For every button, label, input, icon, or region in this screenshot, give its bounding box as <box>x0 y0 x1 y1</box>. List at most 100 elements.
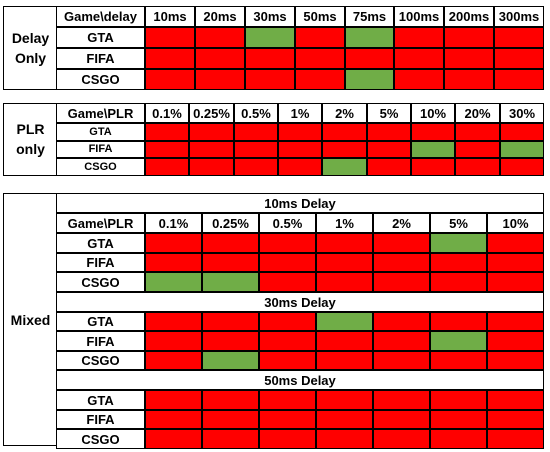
plr-only-result-bad <box>367 141 411 158</box>
plr-only-result-good <box>322 158 367 176</box>
mixed-block-title: 30ms Delay <box>56 292 544 312</box>
plr-only-result-bad <box>455 123 500 141</box>
plr-only-game-label: CSGO <box>56 158 145 176</box>
plr-only-column-header: 5% <box>367 103 411 123</box>
mixed-result-bad <box>259 410 316 429</box>
mixed-result-good <box>145 272 202 292</box>
plr-only-result-bad <box>278 141 322 158</box>
plr-only-result-bad <box>189 141 234 158</box>
mixed-result-bad <box>487 390 544 410</box>
mixed-result-bad <box>487 331 544 351</box>
mixed-result-bad <box>430 429 487 449</box>
mixed-column-header: 0.1% <box>145 213 202 233</box>
plr-only-column-header: 0.25% <box>189 103 234 123</box>
mixed-result-bad <box>487 429 544 449</box>
plr-only-result-bad <box>278 123 322 141</box>
mixed-game-label: CSGO <box>56 272 145 292</box>
delay-only-result-bad <box>444 69 494 90</box>
mixed-result-bad <box>430 312 487 331</box>
plr-only-column-header: 0.1% <box>145 103 189 123</box>
mixed-result-bad <box>487 253 544 272</box>
mixed-block-title: 50ms Delay <box>56 370 544 390</box>
mixed-result-bad <box>430 390 487 410</box>
mixed-result-good <box>430 331 487 351</box>
delay-only-result-bad <box>494 27 544 48</box>
mixed-result-bad <box>145 429 202 449</box>
mixed-result-bad <box>373 331 430 351</box>
mixed-section-label: Mixed <box>3 193 58 446</box>
plr-only-label-line2: only <box>16 141 45 158</box>
mixed-result-bad <box>145 233 202 253</box>
delay-only-game-label: FIFA <box>56 48 145 69</box>
mixed-result-good <box>202 351 259 370</box>
mixed-result-bad <box>430 351 487 370</box>
mixed-game-label: CSGO <box>56 351 145 370</box>
delay-only-result-bad <box>394 69 444 90</box>
mixed-result-bad <box>259 390 316 410</box>
mixed-result-bad <box>373 351 430 370</box>
plr-only-result-bad <box>411 123 455 141</box>
mixed-result-bad <box>316 429 373 449</box>
mixed-result-bad <box>316 331 373 351</box>
delay-only-result-good <box>345 27 394 48</box>
delay-only-column-header: 300ms <box>494 6 544 27</box>
mixed-result-bad <box>316 272 373 292</box>
plr-only-result-bad <box>411 158 455 176</box>
mixed-result-bad <box>487 312 544 331</box>
delay-only-result-bad <box>245 48 295 69</box>
mixed-game-label: GTA <box>56 390 145 410</box>
mixed-result-bad <box>373 272 430 292</box>
plr-only-result-bad <box>145 158 189 176</box>
plr-only-column-header: 30% <box>500 103 544 123</box>
mixed-game-label: FIFA <box>56 410 145 429</box>
plr-only-result-bad <box>500 123 544 141</box>
mixed-result-bad <box>487 233 544 253</box>
mixed-column-header: 0.5% <box>259 213 316 233</box>
plr-only-result-bad <box>455 141 500 158</box>
mixed-result-bad <box>316 233 373 253</box>
delay-only-column-header: 10ms <box>145 6 195 27</box>
mixed-result-bad <box>259 351 316 370</box>
plr-only-column-header: 20% <box>455 103 500 123</box>
delay-only-result-bad <box>295 27 345 48</box>
plr-only-result-bad <box>189 123 234 141</box>
delay-only-corner-header: Game\delay <box>56 6 145 27</box>
mixed-column-header: 5% <box>430 213 487 233</box>
mixed-result-bad <box>487 410 544 429</box>
plr-only-result-bad <box>145 123 189 141</box>
mixed-result-bad <box>145 312 202 331</box>
mixed-result-bad <box>373 390 430 410</box>
delay-only-column-header: 30ms <box>245 6 295 27</box>
delay-only-result-bad <box>444 48 494 69</box>
mixed-result-good <box>202 272 259 292</box>
mixed-result-bad <box>145 253 202 272</box>
plr-only-column-header: 1% <box>278 103 322 123</box>
delay-only-game-label: CSGO <box>56 69 145 90</box>
delay-only-result-bad <box>145 69 195 90</box>
mixed-result-bad <box>259 272 316 292</box>
plr-only-game-label: FIFA <box>56 141 145 158</box>
plr-only-corner-header: Game\PLR <box>56 103 145 123</box>
delay-only-result-bad <box>145 27 195 48</box>
plr-only-result-bad <box>234 141 278 158</box>
mixed-result-bad <box>202 312 259 331</box>
plr-only-section-label: PLR only <box>3 103 58 176</box>
plr-only-result-bad <box>322 141 367 158</box>
mixed-game-label: FIFA <box>56 253 145 272</box>
plr-only-result-bad <box>322 123 367 141</box>
delay-only-result-bad <box>295 69 345 90</box>
plr-only-result-bad <box>189 158 234 176</box>
delay-only-result-bad <box>394 48 444 69</box>
plr-only-result-bad <box>367 158 411 176</box>
mixed-result-bad <box>202 253 259 272</box>
mixed-result-bad <box>259 253 316 272</box>
mixed-result-bad <box>259 331 316 351</box>
delay-only-result-bad <box>195 69 245 90</box>
delay-only-result-bad <box>145 48 195 69</box>
mixed-result-bad <box>316 390 373 410</box>
plr-only-label-line1: PLR <box>16 121 45 138</box>
mixed-result-bad <box>145 410 202 429</box>
mixed-result-bad <box>373 233 430 253</box>
mixed-result-bad <box>373 253 430 272</box>
